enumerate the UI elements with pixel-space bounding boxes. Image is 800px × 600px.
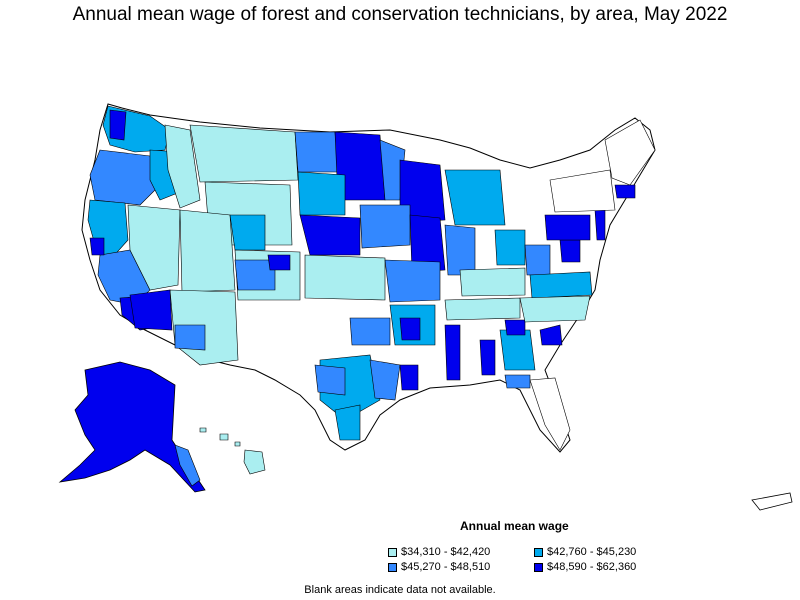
region-montana	[189, 124, 299, 183]
region-pennsylvania	[544, 214, 591, 241]
region-denver	[267, 254, 291, 271]
region-south-dakota	[297, 171, 346, 216]
region-nevada	[127, 204, 181, 291]
region-florida-panhandle	[504, 374, 531, 389]
region-sf-bay	[89, 237, 105, 256]
legend-label-3: $45,270 - $48,510	[401, 561, 491, 573]
region-illinois	[409, 214, 446, 273]
region-indiana	[444, 224, 476, 276]
region-wisconsin	[399, 159, 446, 223]
region-texas-west	[314, 364, 346, 396]
legend-label-1: $34,310 - $42,420	[401, 546, 491, 558]
region-north-dakota	[294, 131, 339, 173]
region-south-carolina	[539, 324, 563, 346]
region-new-england	[604, 119, 656, 186]
region-missouri	[384, 259, 441, 303]
region-florida	[529, 377, 571, 451]
region-utah	[179, 209, 236, 293]
region-west-virginia	[524, 244, 551, 276]
region-georgia	[499, 329, 536, 371]
region-puerto-rico	[751, 492, 793, 511]
legend-swatch-1	[388, 547, 397, 557]
region-arizona-south	[174, 324, 206, 351]
wage-regions	[87, 105, 656, 451]
region-iowa	[359, 204, 411, 249]
region-kentucky	[459, 267, 526, 297]
region-michigan	[444, 169, 506, 226]
legend-item-3: $45,270 - $48,510	[388, 561, 490, 573]
map-title: Annual mean wage of forest and conservat…	[72, 4, 728, 25]
region-mississippi	[444, 324, 461, 381]
region-hawaii	[199, 427, 266, 475]
region-idaho	[164, 124, 201, 209]
region-colorado-front	[234, 259, 276, 291]
region-oklahoma	[349, 317, 391, 346]
region-nebraska	[299, 214, 361, 256]
region-louisiana	[399, 364, 419, 391]
region-alabama	[479, 339, 496, 376]
legend-swatch-4	[534, 562, 543, 572]
legend-item-1: $34,310 - $42,420	[388, 546, 490, 558]
legend-item-2: $42,760 - $45,230	[534, 546, 636, 558]
legend-swatch-3	[388, 562, 397, 572]
region-virginia	[529, 271, 593, 299]
region-massachusetts	[614, 184, 636, 199]
region-alaska-southeast	[174, 444, 201, 487]
region-new-jersey	[594, 209, 606, 241]
region-new-york	[549, 169, 616, 213]
legend-title: Annual mean wage	[460, 519, 569, 533]
region-utah-north	[229, 214, 266, 251]
region-ohio	[494, 229, 526, 266]
region-texas-east	[369, 359, 401, 401]
legend-label-4: $48,590 - $62,360	[547, 561, 637, 573]
region-alaska	[58, 361, 206, 493]
footnote: Blank areas indicate data not available.	[304, 584, 496, 596]
region-kansas	[304, 254, 386, 301]
region-north-carolina	[519, 295, 591, 323]
region-maryland	[559, 239, 581, 263]
region-tennessee	[444, 297, 521, 321]
legend-label-2: $42,760 - $45,230	[547, 546, 637, 558]
region-phoenix	[129, 289, 173, 331]
region-arkansas-pine	[399, 317, 421, 341]
legend-item-4: $48,590 - $62,360	[534, 561, 636, 573]
region-georgia-north	[504, 319, 526, 336]
legend-swatch-2	[534, 547, 543, 557]
region-texas-south	[334, 404, 361, 441]
region-puget-sound	[109, 109, 127, 141]
